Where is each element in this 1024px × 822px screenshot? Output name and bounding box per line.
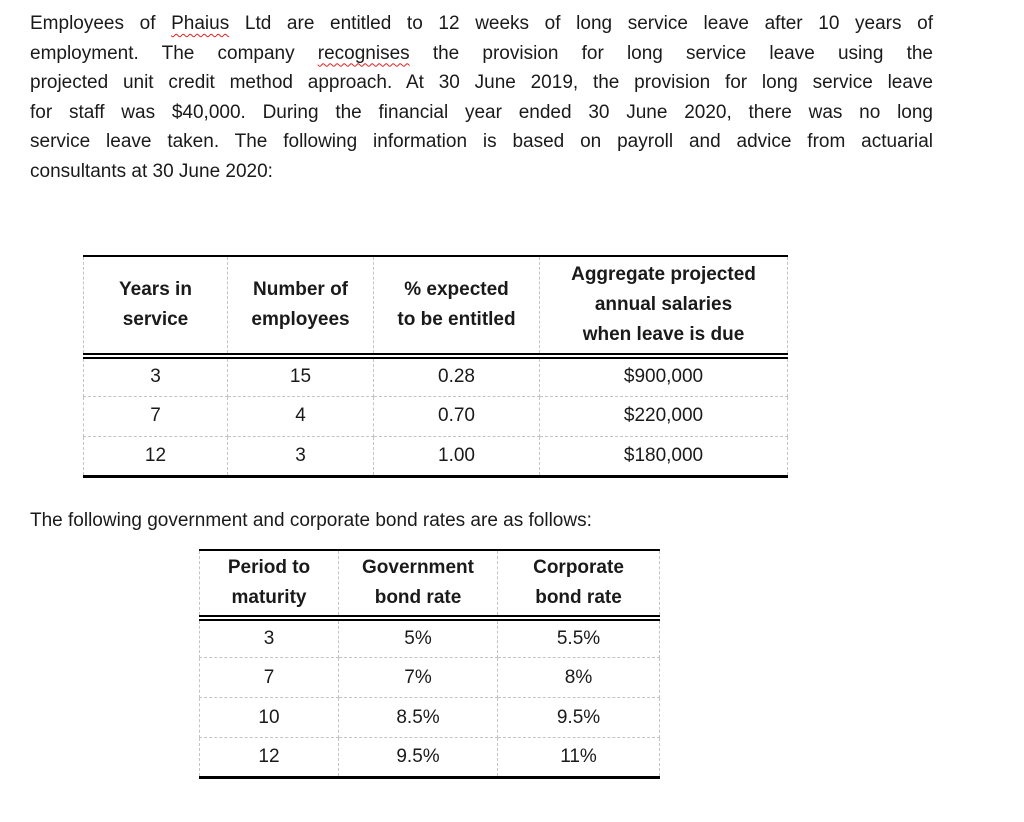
text-segment: for staff was $40,000. During the financ… [30,101,933,123]
paragraph-line: projected unit credit method approach. A… [30,68,933,98]
paragraph-line: consultants at 30 June 2020: [30,157,933,187]
table-cell: 8.5% [338,697,498,738]
column-header: Years in service [83,255,228,359]
salary-table-body: 3 15 0.28 $900,000 7 4 0.70 $220,000 12 3 1.00 $180… [83,355,788,478]
paragraph-line: service leave taken. The following infor… [30,127,933,157]
table-cell: $220,000 [539,395,788,437]
table-cell: 3 [83,355,228,397]
table-cell: 1.00 [373,435,540,478]
text-segment: the provision for long service leave usi… [409,42,933,64]
table-cell: 0.70 [373,395,540,437]
text-segment: projected unit credit method approach. A… [30,72,933,93]
column-header: % expected to be entitled [373,255,540,359]
table-cell: 15 [227,355,374,397]
table-cell: $180,000 [539,435,788,478]
table-cell: 10 [199,697,339,738]
text-segment: Employees of [30,13,172,34]
table-row: 12 9.5% 11% [199,737,660,779]
table-row: 3 15 0.28 $900,000 [83,355,788,397]
table-cell: 0.28 [373,355,540,397]
table-cell: 12 [83,435,228,478]
table-row: 12 3 1.00 $180,000 [83,435,788,478]
column-header: Period to maturity [199,548,339,621]
text-segment: consultants at 30 June 2020: [30,160,273,182]
table-row: 7 4 0.70 $220,000 [83,395,788,437]
column-header: Number of employees [227,255,374,359]
table-cell: 12 [199,737,339,779]
salary-table: Years in service Number of employees% expec… [83,255,788,478]
table-cell: 8% [497,657,660,698]
table-cell: 5.5% [497,617,660,658]
table-cell: 7 [199,657,339,698]
paragraph-line: for staff was $40,000. During the financ… [30,98,933,128]
table-cell: 7 [83,395,228,437]
table-cell: 5% [338,617,498,658]
table-row: 10 8.5% 9.5% [199,697,660,738]
header-row: Years in service Number of employees% expec… [83,255,788,359]
bond-table-body: 3 5% 5.5% 7 7% 8% 10 8.5% 9.5% 12 9.5% 11% [199,617,660,779]
paragraph-line: employment. The company recognises the p… [30,39,933,69]
misspelled-word: recognises [317,42,410,64]
table-cell: $900,000 [539,355,788,397]
table-cell: 3 [199,617,339,658]
table-cell: 4 [227,395,374,437]
table-cell: 3 [227,435,374,478]
table-row: 7 7% 8% [199,657,660,698]
text-segment: employment. The company [30,42,318,64]
bond-rates-intro: The following government and corporate b… [30,509,592,531]
text-segment: Ltd are entitled to 12 weeks of long ser… [229,13,933,34]
misspelled-word: Phaius [171,13,230,34]
paragraph-line: Employees of Phaius Ltd are entitled to … [30,9,933,39]
salary-table-header: Years in service Number of employees% expec… [83,255,788,359]
document-page: Employees of Phaius Ltd are entitled to … [30,9,1024,779]
header-row: Period to maturity Government bond rate Corp… [199,548,660,621]
table-cell: 7% [338,657,498,698]
table-cell: 9.5% [497,697,660,738]
column-header: Aggregate projected annual salaries when l… [539,255,788,359]
table-cell: 9.5% [338,737,498,779]
column-header: Government bond rate [338,548,498,621]
text-segment: service leave taken. The following infor… [30,131,933,152]
intro-paragraph: Employees of Phaius Ltd are entitled to … [30,9,933,186]
table-cell: 11% [497,737,660,779]
bond-table-header: Period to maturity Government bond rate Corp… [199,548,660,621]
bond-rates-table: Period to maturity Government bond rate Corp… [199,548,660,779]
column-header: Corporate bond rate [497,548,660,621]
table-row: 3 5% 5.5% [199,617,660,658]
